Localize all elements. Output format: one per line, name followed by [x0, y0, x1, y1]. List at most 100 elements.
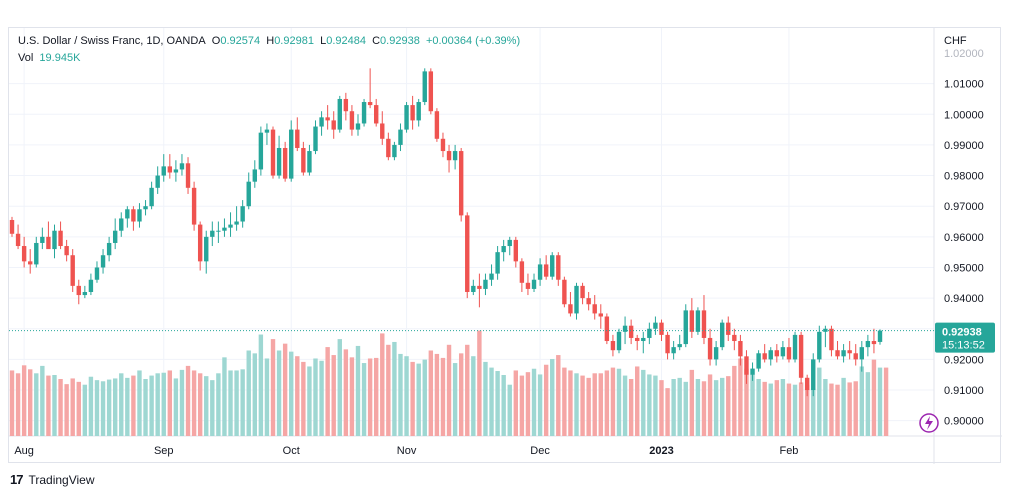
high-label: H [266, 35, 275, 47]
y-tick-label: 0.97000 [944, 201, 984, 213]
volume-bar [859, 366, 864, 436]
volume-bar [197, 373, 203, 436]
volume-bar [604, 370, 610, 436]
volume-bar [361, 363, 367, 436]
volume-bar [768, 383, 773, 436]
x-tick-label: Aug [14, 445, 34, 457]
volume-bar [671, 379, 676, 436]
close-value: 0.92938 [380, 35, 420, 47]
volume-bar [28, 369, 33, 436]
volume-bar [161, 372, 166, 436]
volume-bar [750, 374, 755, 436]
volume-bar [234, 370, 239, 436]
candle-body [811, 359, 816, 391]
volume-bar [871, 359, 877, 436]
symbol-label[interactable]: U.S. Dollar / Swiss Franc, 1D, OANDA [18, 35, 206, 47]
candle-body [216, 230, 221, 232]
candle-body [252, 169, 257, 182]
chart-frame: 0.90000 0.91000 0.92000 0.94000 0.95000 0.960… [8, 27, 1002, 464]
candle-body [94, 267, 100, 280]
candle-body [434, 111, 440, 139]
candle-body [337, 98, 342, 130]
candle-body [877, 330, 883, 342]
candle-body [404, 105, 409, 130]
candle-body [240, 206, 245, 222]
volume-bar [380, 333, 385, 436]
volume-bar [264, 358, 270, 436]
volume-bar [106, 379, 112, 436]
y-tick-label: 1.02000 [944, 48, 984, 60]
volume-bar [392, 341, 397, 436]
candle-body [367, 102, 373, 106]
volume-bar [125, 377, 130, 436]
candle-body [738, 341, 743, 357]
volume-bar [76, 381, 81, 436]
candle-body [525, 282, 531, 289]
candle-body [537, 264, 543, 280]
y-tick-label: 0.91000 [944, 385, 984, 397]
candle-body [671, 347, 676, 354]
volume-bar [216, 373, 221, 436]
volume-bar [513, 370, 519, 436]
volume-bar [404, 356, 409, 436]
x-tick-label: Oct [283, 445, 300, 457]
candle-body [507, 239, 512, 247]
volume-bar [282, 343, 288, 436]
candle-body [495, 252, 500, 274]
candle-body [513, 239, 519, 262]
volume-bar [641, 369, 646, 436]
volume-bar [574, 373, 579, 436]
currency-bg [936, 30, 996, 49]
low-value: 0.92484 [326, 35, 366, 47]
price-chart[interactable]: 0.90000 0.91000 0.92000 0.94000 0.95000 0.960… [9, 28, 1002, 464]
volume-bar [683, 381, 688, 436]
volume-bar [46, 375, 51, 436]
volume-bar [586, 377, 591, 436]
brand-label[interactable]: TradingView [28, 472, 95, 487]
low-label: L [320, 35, 327, 47]
volume-bar [762, 381, 767, 436]
candle-body [471, 285, 476, 292]
y-tick-label: 0.99000 [944, 140, 984, 152]
volume-bar [155, 373, 160, 436]
volume-bar [525, 372, 531, 436]
volume-bar [258, 334, 264, 436]
candle-body [695, 310, 701, 332]
candle-body [804, 377, 810, 391]
candle-body [270, 129, 276, 176]
candle-body [355, 123, 361, 130]
candle-body [21, 246, 27, 262]
volume-bar [58, 379, 63, 436]
currency-label: CHF [944, 35, 967, 47]
candle-body [173, 169, 179, 173]
volume-bar [185, 365, 191, 436]
candle-body [568, 304, 573, 314]
volume-bar [501, 375, 506, 436]
volume-bar [495, 371, 500, 436]
candle-body [70, 255, 75, 286]
volume-bar [877, 367, 883, 436]
candle-body [622, 325, 628, 332]
volume-bar [295, 356, 300, 436]
volume-bar [191, 370, 197, 436]
volume-bar [82, 384, 88, 436]
candle-body [15, 233, 21, 247]
volume-bar [883, 367, 889, 436]
volume-bar [143, 379, 148, 436]
volume-legend: Vol 19.945K [18, 52, 80, 64]
open-label: O [211, 35, 221, 47]
candle-body [64, 246, 69, 256]
volume-bar [471, 356, 476, 436]
candle-body [786, 347, 792, 360]
volume-bar [40, 365, 45, 436]
candle-body [58, 230, 63, 247]
volume-bar [817, 367, 822, 436]
volume-bar [477, 330, 482, 436]
vol-value: 19.945K [39, 52, 81, 64]
candle-body [641, 337, 646, 342]
vol-label[interactable]: Vol [18, 52, 34, 64]
x-tick-label: Feb [779, 445, 798, 457]
volume-bar [798, 382, 804, 436]
tradingview-logo-icon[interactable]: 17 [10, 472, 24, 487]
price-badge [935, 322, 995, 353]
